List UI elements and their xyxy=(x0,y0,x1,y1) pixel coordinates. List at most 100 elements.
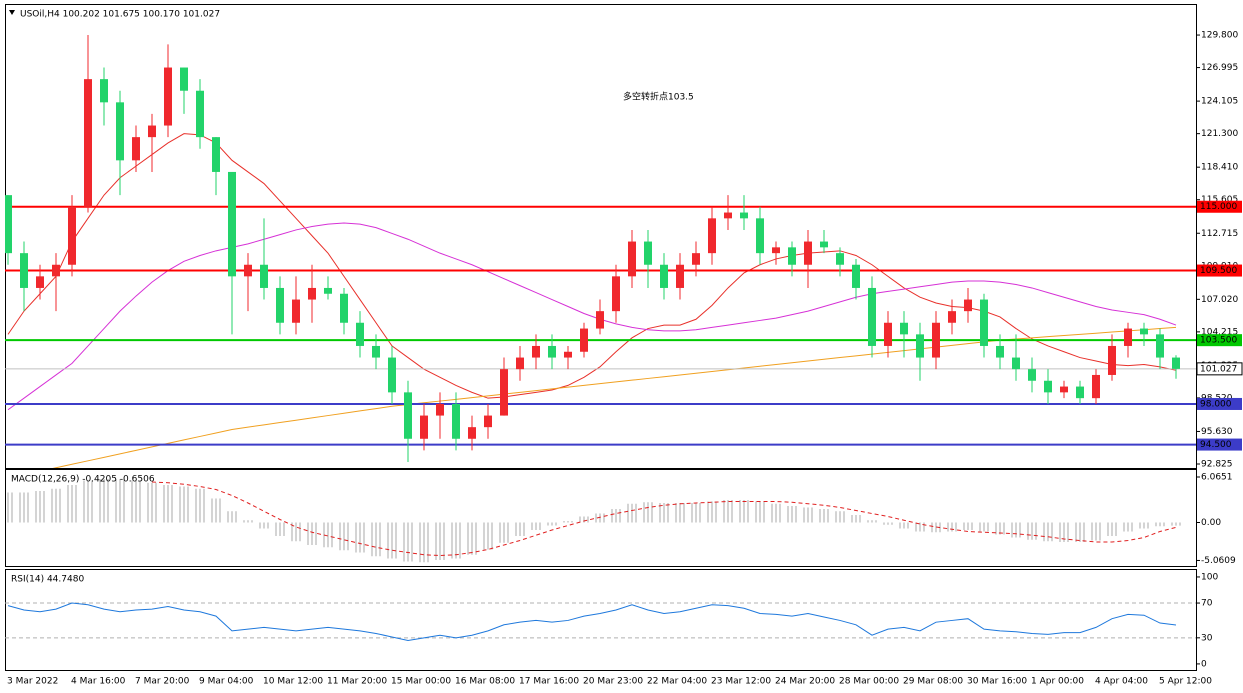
candle-body xyxy=(372,345,380,358)
candle-body xyxy=(36,276,44,288)
x-tick-label: 20 Mar 23:00 xyxy=(583,677,643,687)
candle-body xyxy=(244,264,252,277)
annotation: 多空转折点103.5 xyxy=(623,91,694,103)
candle-body xyxy=(452,403,460,439)
candle-body xyxy=(500,369,508,416)
candle-body xyxy=(260,264,268,288)
candle-body xyxy=(948,311,956,323)
candle-body xyxy=(1124,328,1132,346)
candle-body xyxy=(1012,357,1020,370)
level-label-box xyxy=(1197,264,1242,277)
candle-body xyxy=(580,328,588,352)
moving-average xyxy=(7,222,1177,411)
x-tick-label: 28 Mar 00:00 xyxy=(839,677,899,687)
x-tick-label: 5 Apr 12:00 xyxy=(1159,677,1212,687)
level-label-box xyxy=(1197,438,1242,451)
x-tick-label: 29 Mar 08:00 xyxy=(903,677,963,687)
y-tick-label: 107.020 xyxy=(1201,295,1238,305)
candle-body xyxy=(116,102,124,161)
candle-body xyxy=(1140,328,1148,335)
candle-body xyxy=(52,264,60,277)
candle-body xyxy=(612,276,620,312)
x-tick-label: 11 Mar 20:00 xyxy=(327,677,387,687)
candle-body xyxy=(980,299,988,346)
candle-body xyxy=(868,287,876,346)
x-tick-label: 1 Apr 00:00 xyxy=(1031,677,1084,687)
candle-body xyxy=(292,299,300,323)
candle-body xyxy=(900,322,908,335)
candle-body xyxy=(532,345,540,358)
candle-body xyxy=(276,287,284,323)
candle-body xyxy=(1108,345,1116,375)
candle-body xyxy=(20,253,28,288)
candle-body xyxy=(1172,357,1180,369)
candle-body xyxy=(340,293,348,323)
last-price-label: 101.027 xyxy=(1200,364,1237,374)
x-tick-label: 7 Mar 20:00 xyxy=(135,677,190,687)
y-tick-label: 118.410 xyxy=(1201,163,1238,173)
price-plot xyxy=(5,35,1196,468)
y-tick-label: 100 xyxy=(1201,572,1218,582)
candle-body xyxy=(1156,334,1164,358)
rsi-plot xyxy=(5,602,1196,641)
chart-header: USOil,H4 100.202 101.675 100.170 101.027 xyxy=(20,10,220,20)
candle-body xyxy=(932,322,940,358)
candle-body xyxy=(852,264,860,288)
candle-body xyxy=(228,171,236,277)
x-tick-label: 4 Mar 16:00 xyxy=(71,677,126,687)
x-tick-label: 15 Mar 00:00 xyxy=(391,677,451,687)
candle-body xyxy=(1060,386,1068,393)
candle-body xyxy=(148,125,156,138)
y-tick-label: 121.300 xyxy=(1201,129,1238,139)
x-tick-label: 23 Mar 12:00 xyxy=(711,677,771,687)
y-tick-label: 115.605 xyxy=(1201,195,1238,205)
macd-plot xyxy=(7,479,1181,563)
candle-body xyxy=(132,137,140,161)
candle-body xyxy=(1028,369,1036,381)
rsi-panel xyxy=(5,569,1197,671)
y-tick-label: 0 xyxy=(1201,659,1207,669)
candle-body xyxy=(548,345,556,358)
candle-body xyxy=(1076,386,1084,399)
candle-body xyxy=(308,287,316,300)
candle-body xyxy=(788,247,796,265)
x-tick-label: 24 Mar 20:00 xyxy=(775,677,835,687)
candle-body xyxy=(692,253,700,265)
candle-body xyxy=(804,241,812,265)
candle-body xyxy=(100,79,108,103)
candle-body xyxy=(772,247,780,254)
candle-body xyxy=(676,264,684,288)
candle-body xyxy=(628,241,636,277)
y-tick-label: 124.105 xyxy=(1201,97,1238,107)
x-tick-label: 10 Mar 12:00 xyxy=(263,677,323,687)
menu-arrow[interactable] xyxy=(9,10,15,15)
candle-body xyxy=(596,311,604,329)
candle-body xyxy=(756,218,764,254)
candle-body xyxy=(516,357,524,370)
level-label: 115.000 xyxy=(1200,202,1237,212)
candle-body xyxy=(180,67,188,91)
y-tick-label: 104.215 xyxy=(1201,327,1238,337)
y-tick-label: 129.800 xyxy=(1201,31,1238,41)
candle-body xyxy=(660,264,668,288)
level-label: 109.500 xyxy=(1200,266,1237,276)
candle-body xyxy=(740,212,748,219)
x-tick-label: 3 Mar 2022 xyxy=(7,677,58,687)
x-tick-label: 9 Mar 04:00 xyxy=(199,677,254,687)
last-price-box xyxy=(1196,362,1243,376)
level-label: 94.500 xyxy=(1200,440,1232,450)
y-tick-label: 30 xyxy=(1201,633,1213,643)
candle-body xyxy=(388,357,396,393)
candle-body xyxy=(644,241,652,265)
indicator-title: RSI(14) 44.7480 xyxy=(11,575,84,585)
y-tick-label: 6.0651 xyxy=(1201,473,1233,483)
rsi-line xyxy=(7,602,1177,641)
candle-body xyxy=(916,334,924,358)
candle-body xyxy=(468,427,476,439)
y-tick-label: 0.00 xyxy=(1201,518,1221,528)
x-tick-label: 16 Mar 08:00 xyxy=(455,677,515,687)
level-label-box xyxy=(1197,397,1242,410)
x-tick-label: 22 Mar 04:00 xyxy=(647,677,707,687)
y-tick-label: 92.825 xyxy=(1201,459,1233,469)
